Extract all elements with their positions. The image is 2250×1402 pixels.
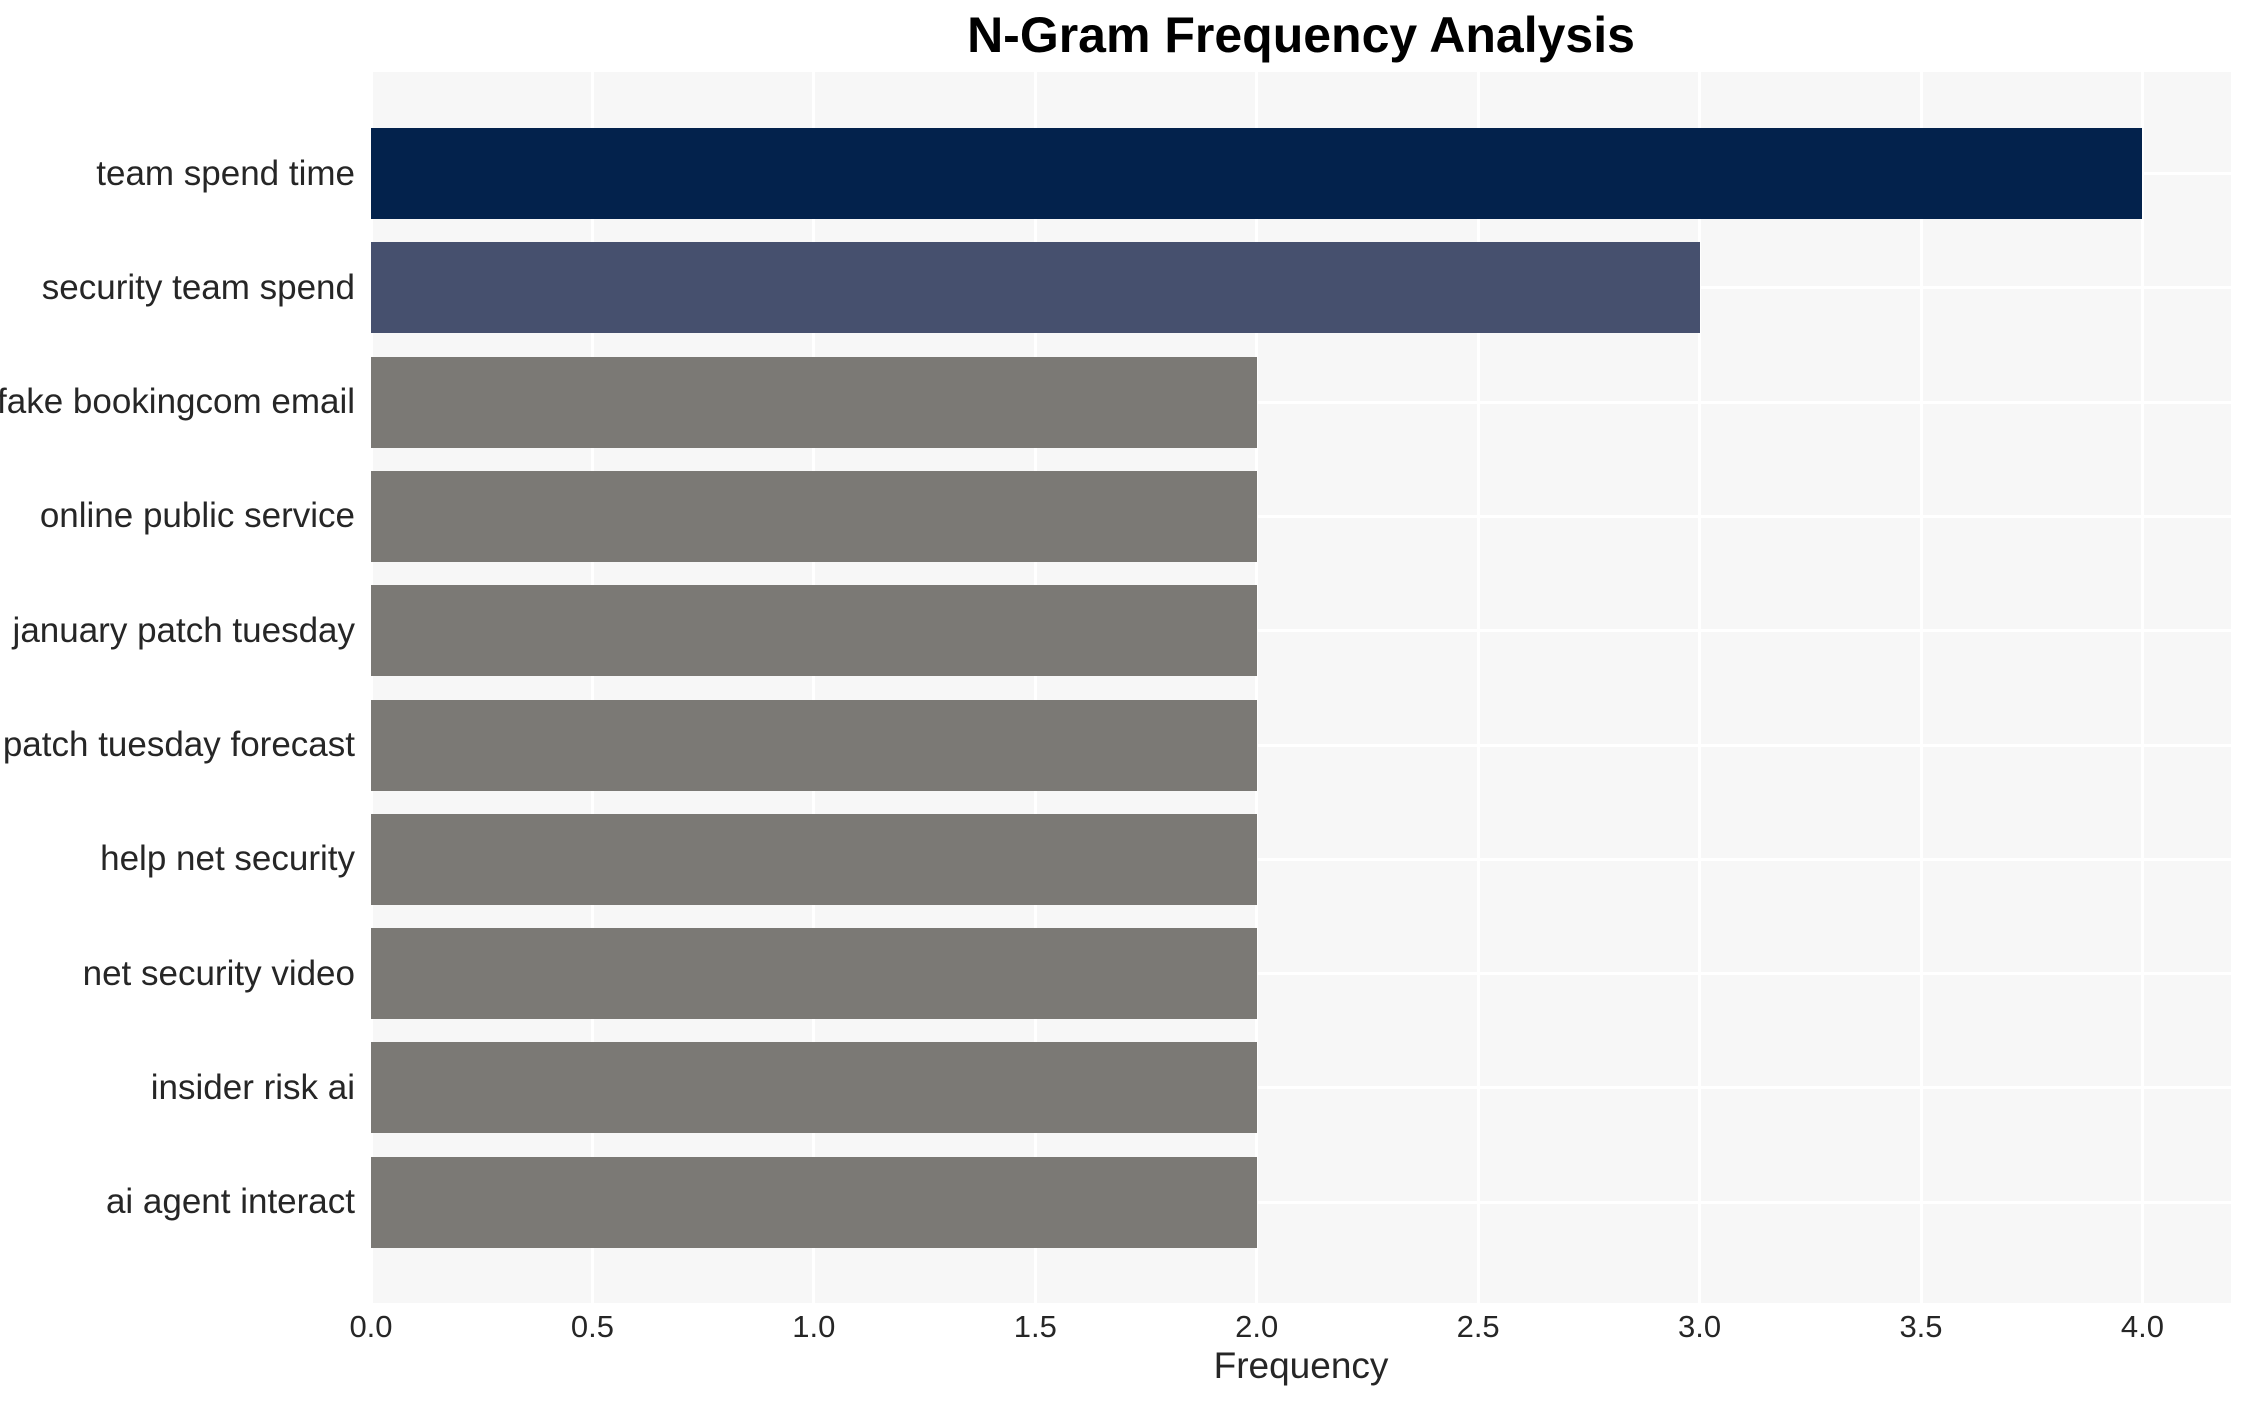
bar — [371, 813, 1257, 905]
category-label: security team spend — [41, 267, 355, 307]
gridline-horizontal — [371, 1086, 2231, 1090]
bar — [371, 356, 1257, 448]
gridline-vertical — [1919, 72, 1923, 1303]
x-tick-label: 2.5 — [1456, 1309, 1500, 1344]
bar — [371, 1156, 1257, 1248]
gridline-horizontal — [371, 400, 2231, 404]
gridline-vertical — [2140, 72, 2144, 1303]
bar — [371, 699, 1257, 791]
x-tick-label: 0.0 — [349, 1309, 393, 1344]
category-label: january patch tuesday — [12, 610, 355, 650]
category-label: team spend time — [96, 153, 355, 193]
gridline-horizontal — [371, 857, 2231, 861]
category-label: online public service — [39, 496, 355, 536]
x-tick-label: 1.0 — [792, 1309, 836, 1344]
bar — [371, 242, 1700, 334]
bar — [371, 585, 1257, 677]
x-tick-label: 2.0 — [1235, 1309, 1279, 1344]
gridline-vertical — [1476, 72, 1480, 1303]
plot-area — [369, 72, 2231, 1303]
category-label: insider risk ai — [150, 1067, 355, 1107]
x-tick-label: 3.5 — [1899, 1309, 1943, 1344]
bar — [371, 128, 2143, 219]
gridline-vertical — [812, 72, 816, 1303]
bar — [371, 1042, 1257, 1134]
x-tick-label: 4.0 — [2120, 1309, 2164, 1344]
gridline-horizontal — [371, 743, 2231, 747]
gridline-horizontal — [371, 514, 2231, 518]
gridline-vertical — [1255, 72, 1259, 1303]
gridline-horizontal — [371, 1200, 2231, 1204]
gridline-vertical — [1698, 72, 1702, 1303]
gridline-vertical — [369, 72, 373, 1303]
category-label: ai agent interact — [105, 1182, 355, 1222]
category-label: patch tuesday forecast — [2, 725, 355, 764]
chart-title: N-Gram Frequency Analysis — [967, 7, 1635, 63]
category-label: fake bookingcom email — [0, 382, 355, 422]
category-label: help net security — [100, 839, 355, 879]
gridline-vertical — [1033, 72, 1037, 1303]
gridline-vertical — [590, 72, 594, 1303]
x-tick-label: 1.5 — [1013, 1309, 1057, 1344]
gridline-horizontal — [371, 629, 2231, 633]
bar — [371, 470, 1257, 562]
bar — [371, 928, 1257, 1020]
gridline-horizontal — [371, 972, 2231, 976]
category-label: net security video — [82, 953, 355, 993]
x-axis-label: Frequency — [1213, 1345, 1389, 1386]
x-tick-label: 0.5 — [570, 1309, 614, 1344]
x-tick-label: 3.0 — [1678, 1309, 1722, 1344]
